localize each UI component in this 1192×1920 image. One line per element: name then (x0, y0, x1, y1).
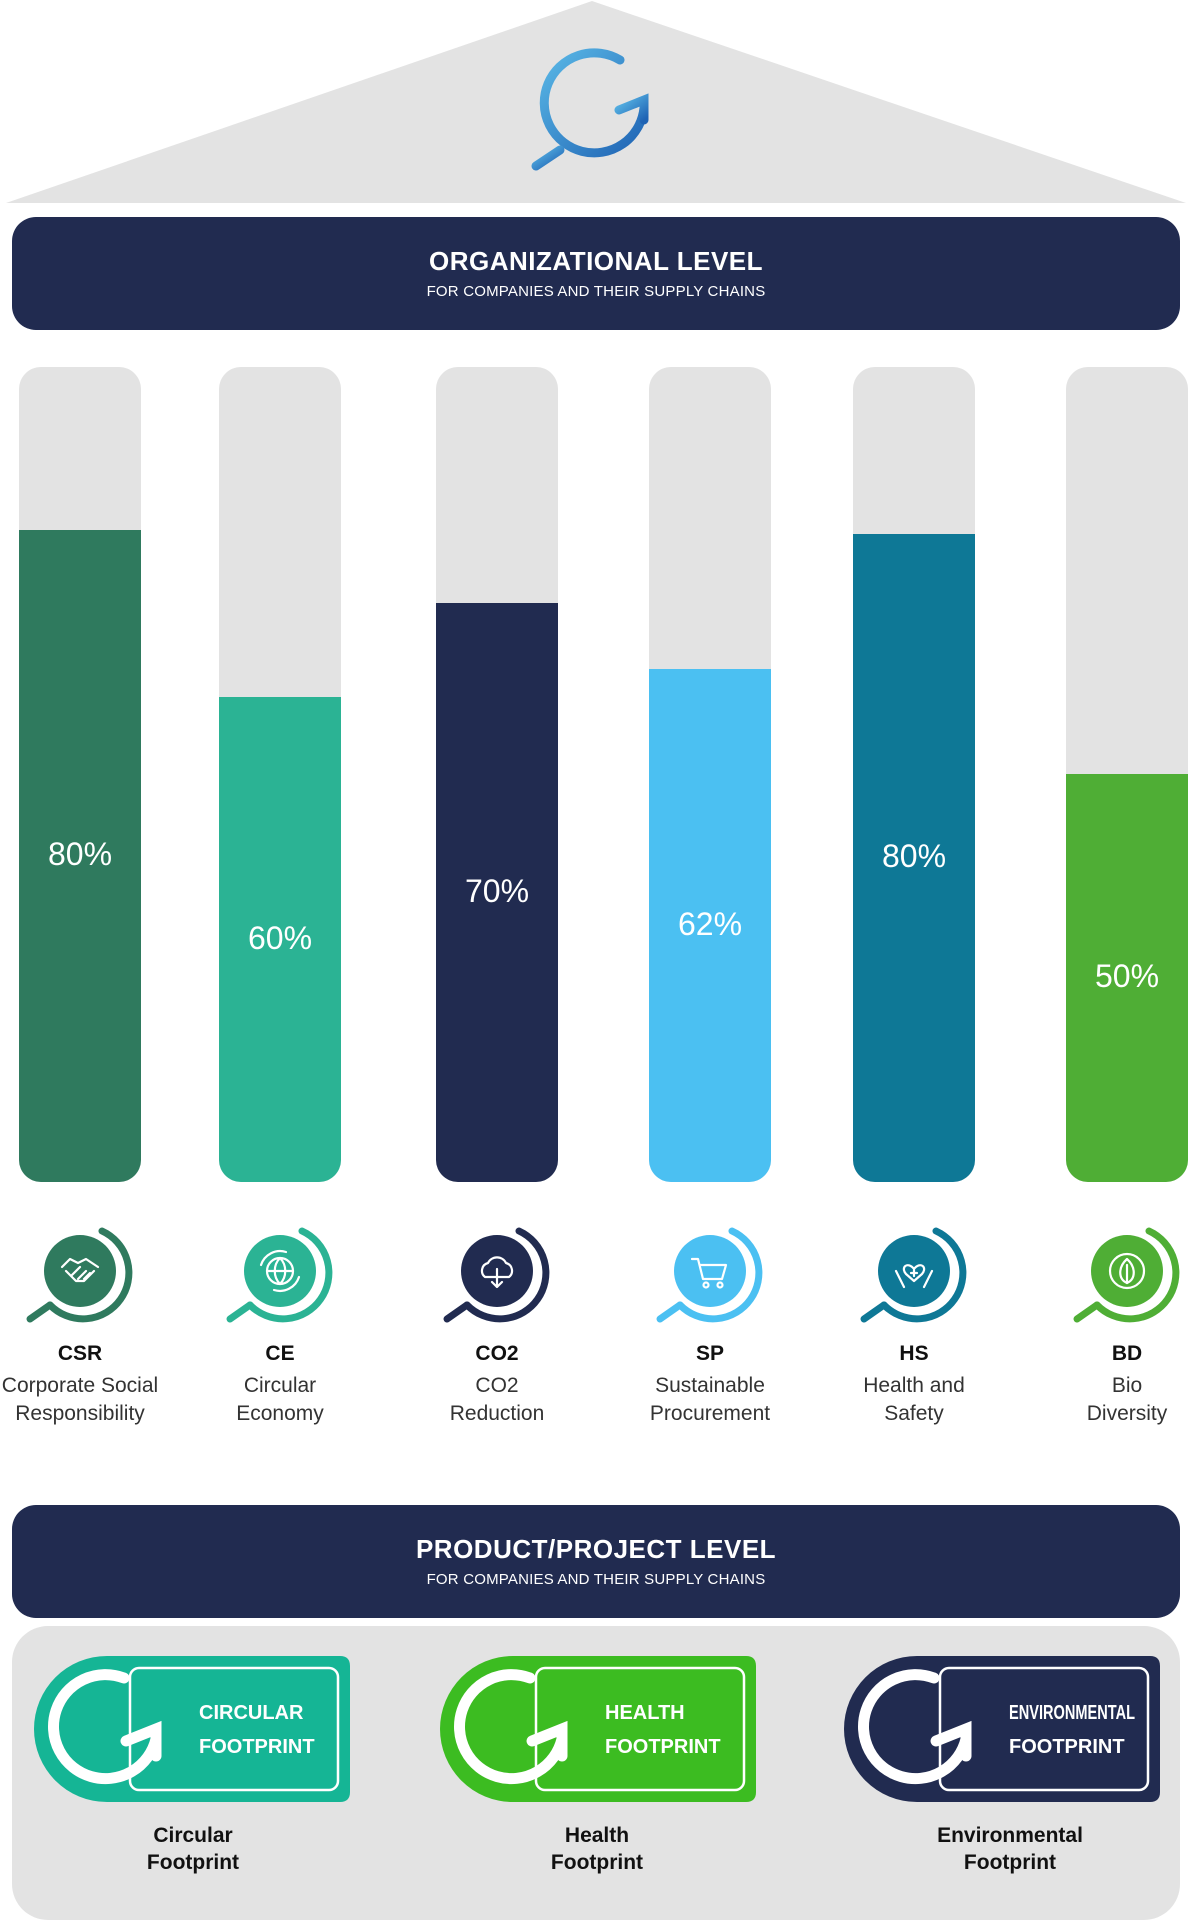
footprint-badge: ENVIRONMENTAL FOOTPRINT (844, 1656, 1160, 1802)
pillar-hs: 80% (853, 367, 975, 1182)
caption-line: Environmental (937, 1824, 1083, 1847)
badge-graphic: HEALTH FOOTPRINT (440, 1656, 756, 1802)
badge-line1: ENVIRONMENTAL (1009, 1702, 1135, 1724)
pillar-name-line: CO2 (475, 1374, 519, 1397)
pillar-value: 80% (47, 836, 113, 872)
pillar-name-label: Health and Safety (814, 1372, 1014, 1428)
pillar-fill (853, 534, 975, 1182)
pillar-name-line: Responsibility (15, 1402, 145, 1425)
badge-inner-frame (938, 1666, 1150, 1792)
pillar-value: 70% (464, 872, 530, 909)
pillar-value: 80% (881, 838, 947, 874)
badge-graphic: CIRCULAR FOOTPRINT (34, 1656, 350, 1802)
shopping-cart-icon (656, 1227, 763, 1323)
pillar-co2: 70% (436, 367, 558, 1182)
organizational-level-banner: ORGANIZATIONAL LEVEL FOR COMPANIES AND T… (12, 217, 1180, 330)
pillar-fill (1066, 774, 1188, 1182)
pillar-value: 50% (1094, 958, 1160, 994)
caption-line: Footprint (146, 1851, 240, 1874)
banner-title: PRODUCT/PROJECT LEVEL (415, 1534, 777, 1564)
badge-inner-frame (128, 1666, 340, 1792)
footprint-logo-icon (858, 1669, 972, 1785)
pillar-name-line: Bio (1111, 1374, 1143, 1397)
badge-line2: FOOTPRINT (1009, 1736, 1125, 1758)
banner-subtitle: FOR COMPANIES AND THEIR SUPPLY CHAINS (426, 283, 766, 300)
pillar-code-label: BD (1111, 1342, 1143, 1365)
badge-line1: HEALTH (605, 1702, 685, 1724)
pillar-code-label: CE (265, 1342, 295, 1365)
badge-line2: FOOTPRINT (605, 1736, 721, 1758)
footprint-logo-icon (48, 1669, 162, 1785)
badge-shape (440, 1656, 756, 1802)
pillar-name-line: Reduction (449, 1402, 545, 1425)
footprint-badge: HEALTH FOOTPRINT (440, 1656, 756, 1802)
logo-icon (531, 48, 649, 171)
leaf-icon (1073, 1227, 1180, 1323)
pillar-fill (219, 697, 341, 1182)
badge-inner-frame (534, 1666, 746, 1792)
pillar-fill (436, 603, 558, 1182)
product-level-banner: PRODUCT/PROJECT LEVEL FOR COMPANIES AND … (12, 1505, 1180, 1618)
roof (6, 1, 1186, 203)
badge-line2: FOOTPRINT (199, 1736, 315, 1758)
badge-graphic: ENVIRONMENTAL FOOTPRINT (844, 1656, 1160, 1802)
pillar-code-label: HS (899, 1342, 929, 1365)
pillar-ce: 60% (219, 367, 341, 1182)
globe-recycle-icon (226, 1227, 333, 1323)
caption-line: Footprint (550, 1851, 644, 1874)
pillar-value: 62% (677, 905, 743, 942)
pillar-name-line: Diversity (1086, 1402, 1168, 1425)
badge-shape (844, 1656, 1160, 1802)
footprint-logo-icon (454, 1669, 568, 1785)
footprint-caption: Environmental Footprint (880, 1822, 1140, 1876)
pillar-csr: 80% (19, 367, 141, 1182)
pillar-fill (19, 530, 141, 1182)
pillar-fill (649, 669, 771, 1182)
pillar-name-line: Corporate Social (1, 1374, 159, 1397)
pillar-name-line: Health and (863, 1374, 965, 1397)
pillar-name-line: Economy (236, 1402, 324, 1425)
footprint-caption: Circular Footprint (63, 1822, 323, 1876)
pillar-value: 60% (247, 919, 313, 956)
banner-title: ORGANIZATIONAL LEVEL (428, 246, 764, 276)
pillar-name-label: Circular Economy (180, 1372, 380, 1428)
pillar-name-line: Circular (243, 1374, 317, 1397)
pillar-name-label: Sustainable Procurement (610, 1372, 810, 1428)
pillar-code-label: CSR (57, 1342, 103, 1365)
pillar-sp: 62% (649, 367, 771, 1182)
banner-subtitle: FOR COMPANIES AND THEIR SUPPLY CHAINS (426, 1571, 766, 1588)
pillar-name-line: Procurement (649, 1402, 771, 1425)
heart-hands-icon (860, 1227, 967, 1323)
pillar-name-label: CO2 Reduction (397, 1372, 597, 1428)
caption-line: Footprint (963, 1851, 1057, 1874)
roof-shape (6, 1, 1186, 203)
footprint-caption: Health Footprint (467, 1822, 727, 1876)
cloud-down-icon (443, 1227, 550, 1323)
caption-line: Health (564, 1824, 630, 1847)
pillar-code-label: SP (695, 1342, 724, 1365)
badge-shape (34, 1656, 350, 1802)
footprint-badge: CIRCULAR FOOTPRINT (34, 1656, 350, 1802)
badge-line1: CIRCULAR (199, 1702, 304, 1724)
pillar-bd: 50% (1066, 367, 1188, 1182)
caption-line: Circular (153, 1824, 233, 1847)
pillar-name-label: Bio Diversity (1027, 1372, 1192, 1428)
pillar-name-line: Safety (884, 1402, 944, 1425)
pillar-code-label: CO2 (475, 1342, 519, 1365)
pillar-name-line: Sustainable (655, 1374, 765, 1397)
handshake-icon (26, 1227, 133, 1323)
pillar-name-label: Corporate Social Responsibility (0, 1372, 180, 1428)
